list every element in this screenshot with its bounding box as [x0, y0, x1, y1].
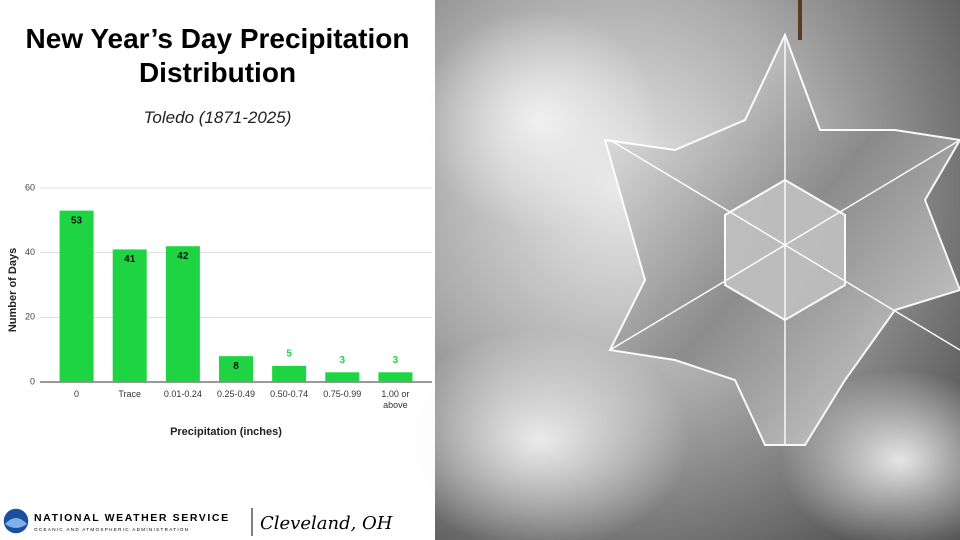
x-tick-label: 0.50-0.74 [270, 389, 309, 399]
x-tick-label-box: 0.25-0.49 [216, 389, 256, 399]
x-tick-label-box: 1.00 or above [381, 389, 410, 410]
x-tick-label-box: 0.50-0.74 [270, 389, 309, 399]
bar [59, 210, 94, 382]
data-label: 8 [233, 361, 239, 372]
chart-title: New Year’s Day Precipitation Distributio… [25, 23, 410, 88]
bar [112, 249, 147, 382]
data-label: 41 [124, 254, 136, 265]
x-tick-label-box: Trace [118, 389, 142, 399]
data-label: 42 [177, 251, 189, 262]
chart-subtitle: Toledo (1871-2025) [143, 108, 292, 127]
x-tick-label-box: 0 [74, 389, 80, 399]
bar [272, 365, 307, 382]
data-label: 3 [393, 355, 399, 366]
y-tick-label: 40 [25, 247, 35, 257]
y-tick-label: 60 [25, 182, 35, 192]
data-label: 5 [286, 348, 292, 359]
x-tick-label-box: 0.75-0.99 [323, 389, 362, 399]
bar [165, 246, 200, 382]
x-tick-label: 1.00 or above [381, 389, 410, 410]
bar [378, 372, 413, 382]
y-tick-label: 0 [30, 376, 35, 386]
x-axis-title: Precipitation (inches) [170, 426, 282, 438]
x-tick-label: 0.25-0.49 [216, 389, 256, 399]
x-tick-label: 0.75-0.99 [323, 389, 362, 399]
bar [325, 372, 360, 382]
agency: NATIONAL WEATHER SERVICE [34, 512, 230, 524]
bar [219, 356, 253, 382]
nws-logo [2, 507, 253, 536]
x-tick-label: 0.01-0.24 [163, 389, 202, 399]
x-tick-label-box: 0.01-0.24 [163, 389, 202, 399]
data-label: 3 [340, 355, 346, 366]
data-label: 53 [71, 215, 83, 226]
x-tick-label: 0 [74, 389, 80, 399]
y-tick-label: 20 [25, 312, 35, 322]
agency-sub: OCEANIC AND ATMOSPHERIC ADMINISTRATION [34, 527, 189, 532]
photo [390, 0, 960, 540]
office: Cleveland, OH [260, 513, 393, 534]
y-axis-title: Number of Days [7, 248, 19, 332]
x-tick-label: Trace [118, 389, 142, 399]
